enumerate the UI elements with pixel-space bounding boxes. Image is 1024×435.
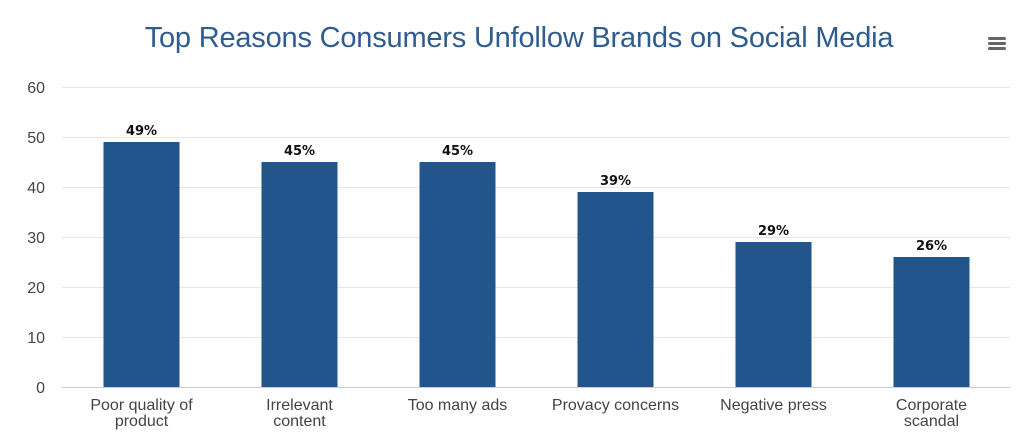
data-label: 49% <box>126 124 157 139</box>
x-tick-label: Poor quality of product <box>90 397 193 430</box>
bar[interactable] <box>419 162 496 387</box>
x-tick-label: Corporate scandal <box>896 397 967 430</box>
chart-title: Top Reasons Consumers Unfollow Brands on… <box>144 22 894 54</box>
grid-lines <box>62 87 1010 388</box>
bars <box>103 142 970 387</box>
bar[interactable] <box>577 192 654 387</box>
data-label: 29% <box>758 224 789 239</box>
y-tick-label: 30 <box>27 230 45 247</box>
bar[interactable] <box>735 242 812 387</box>
data-label: 39% <box>600 174 631 189</box>
y-axis-ticks: 0 10 20 30 40 50 60 <box>27 80 45 397</box>
x-axis-ticks: Poor quality of product Irrelevant content T… <box>90 397 967 430</box>
y-tick-label: 20 <box>27 280 45 297</box>
hamburger-menu-icon[interactable] <box>986 33 1008 53</box>
data-label: 45% <box>284 144 315 159</box>
data-label: 26% <box>916 239 947 254</box>
y-tick-label: 0 <box>36 380 45 397</box>
x-tick-label: Negative press <box>720 397 827 414</box>
data-label: 45% <box>442 144 473 159</box>
y-tick-label: 60 <box>27 80 45 97</box>
bar[interactable] <box>103 142 180 387</box>
y-tick-label: 50 <box>27 130 45 147</box>
x-tick-label: Too many ads <box>408 397 508 414</box>
bar[interactable] <box>893 257 970 387</box>
y-tick-label: 40 <box>27 180 45 197</box>
y-tick-label: 10 <box>27 330 45 347</box>
data-labels: 49% 45% 45% 39% 29% 26% <box>126 124 947 254</box>
bar[interactable] <box>261 162 338 387</box>
x-tick-label: Irrelevant content <box>266 397 333 430</box>
x-tick-label: Provacy concerns <box>552 397 679 414</box>
